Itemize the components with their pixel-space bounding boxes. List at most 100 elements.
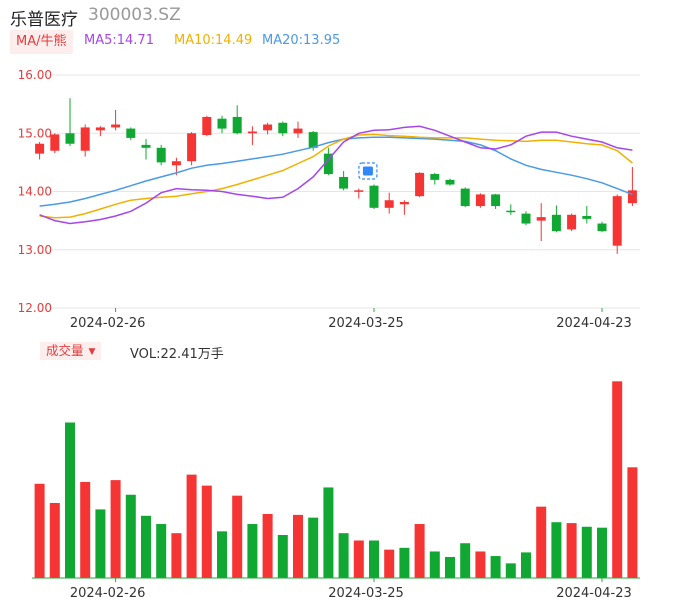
candle-body (460, 188, 470, 207)
candle-body (551, 214, 561, 232)
y-tick-label: 16.00 (18, 68, 52, 82)
event-marker-icon (358, 162, 378, 180)
volume-bar (505, 563, 516, 578)
ma-indicator-selector[interactable]: MA/牛熊 (10, 30, 73, 54)
volume-bar (141, 515, 151, 578)
candle-body (445, 179, 455, 185)
candle-body (627, 190, 637, 204)
candle-body (263, 124, 273, 131)
candle-body (323, 153, 333, 175)
candle-body (217, 118, 227, 129)
volume-bar (338, 533, 349, 578)
candle-body (354, 190, 364, 192)
candle-body (536, 217, 546, 221)
candle-body (399, 201, 409, 205)
ma20-legend: MA20:13.95 (262, 33, 341, 48)
event-marker-fill (362, 166, 373, 176)
volume-bar (65, 422, 75, 578)
volume-value: VOL:22.41万手 (130, 347, 224, 362)
x-tick-label: 2024-02-26 (70, 586, 146, 601)
volume-bar (110, 480, 121, 578)
volume-bar (308, 517, 319, 578)
candle-body (597, 223, 607, 232)
volume-bar (95, 509, 106, 578)
ma5-line (39, 125, 633, 225)
volume-bar (521, 552, 531, 578)
y-tick-label: 14.00 (18, 185, 52, 199)
volume-bar (156, 524, 167, 578)
volume-bar (201, 485, 212, 578)
ma5-legend: MA5:14.71 (84, 33, 154, 48)
candle-body (491, 194, 501, 207)
candle-body (369, 185, 379, 208)
y-tick-label: 12.00 (18, 301, 52, 315)
volume-bar (551, 522, 562, 578)
y-tick-label: 13.00 (18, 243, 52, 257)
volume-bar (399, 547, 410, 578)
candle-body (475, 194, 485, 207)
candle-body (415, 172, 425, 197)
candle-body (339, 176, 349, 189)
candle-body (521, 213, 531, 224)
candle-body (187, 133, 197, 162)
volume-bar (460, 543, 471, 578)
volume-bar (186, 474, 197, 578)
x-tick-label: 2024-04-23 (556, 586, 632, 601)
candle-body (111, 124, 121, 128)
volume-bar (80, 481, 91, 578)
candle-body (156, 147, 166, 163)
candle-body (278, 122, 288, 134)
volume-bar (34, 483, 45, 578)
candle-body (567, 214, 577, 230)
volume-bar (490, 556, 501, 578)
candle-body (293, 128, 303, 134)
stock-code: 300003.SZ (88, 5, 181, 25)
candle-body (126, 128, 136, 138)
candle-body (247, 131, 257, 134)
candle-body (384, 200, 394, 208)
volume-bar (566, 523, 577, 578)
ma20-line (39, 136, 633, 207)
candle-body (202, 116, 212, 135)
price-candlestick-chart[interactable]: 16.00 15.00 14.00 13.00 12.00 2024-02-26 2024-… (0, 0, 686, 340)
candle-body (65, 133, 75, 144)
candle-body (612, 196, 622, 246)
candle-body (308, 132, 318, 148)
volume-bar (581, 526, 592, 578)
candle-body (35, 143, 45, 154)
volume-bar (429, 551, 440, 578)
ma10-line (39, 133, 633, 219)
volume-bar (232, 495, 243, 578)
candle-body (430, 174, 440, 180)
volume-indicator-selector[interactable]: 成交量 ▼ (40, 342, 102, 360)
y-tick-label: 15.00 (18, 126, 52, 140)
volume-bar (414, 524, 425, 578)
volume-bar (49, 502, 60, 578)
x-tick-label: 2024-04-23 (556, 316, 632, 331)
volume-bar (353, 540, 364, 578)
candle-body (141, 144, 151, 148)
volume-bar (171, 533, 182, 578)
volume-bar (627, 467, 638, 578)
volume-bar (384, 549, 395, 578)
volume-bar (536, 506, 547, 578)
volume-bar (612, 381, 623, 578)
candle-body (506, 210, 516, 213)
candle-body (232, 116, 242, 134)
candle-body (95, 127, 105, 131)
volume-bar (323, 487, 334, 578)
volume-bar (293, 514, 303, 578)
dropdown-caret-icon: ▼ (88, 347, 96, 357)
x-tick-label: 2024-02-26 (70, 316, 146, 331)
volume-bar (247, 524, 258, 578)
volume-bar (262, 513, 273, 578)
candle-body (80, 127, 90, 151)
volume-bar (277, 535, 288, 578)
candle-body (582, 215, 592, 219)
volume-bar (369, 540, 379, 578)
volume-bar (217, 531, 227, 578)
volume-bar (475, 551, 486, 578)
stock-name: 乐普医疗 (10, 10, 78, 30)
candle-body (171, 161, 181, 166)
candle-body (50, 134, 60, 151)
